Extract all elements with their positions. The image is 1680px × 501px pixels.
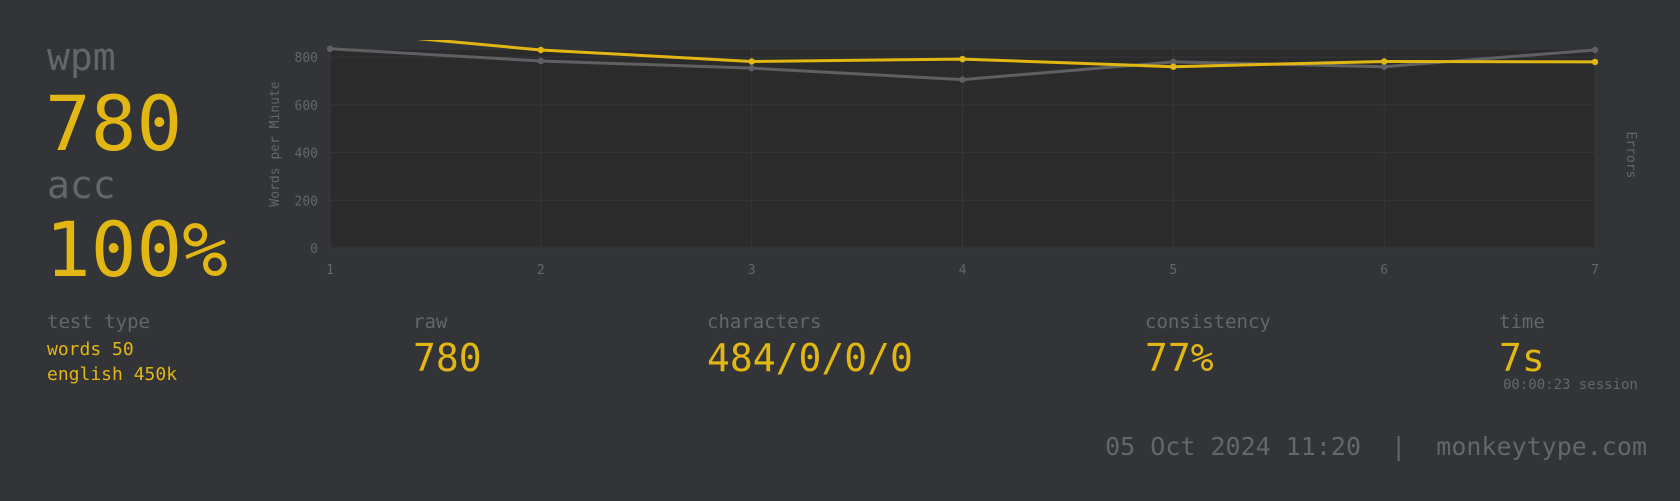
wpm-value: 780 — [45, 79, 183, 168]
raw-label: raw — [413, 311, 448, 333]
characters-value: 484/0/0/0 — [707, 336, 913, 380]
wpm-label: wpm — [47, 35, 116, 79]
wpm-point — [1170, 63, 1177, 70]
x-tick-label: 1 — [326, 263, 334, 278]
grid — [329, 50, 1596, 249]
test-type-language: english 450k — [47, 364, 178, 385]
y-tick-label: 200 — [295, 194, 318, 209]
accuracy-label: acc — [47, 163, 116, 207]
wpm-point — [959, 55, 966, 63]
raw-point — [326, 45, 334, 53]
wpm-point — [1591, 58, 1599, 66]
test-type-label: test type — [47, 311, 150, 333]
footer-datetime: 05 Oct 2024 11:20 — [1105, 432, 1361, 461]
raw-point — [1380, 63, 1388, 70]
y2-axis-label: Errors — [1623, 132, 1638, 179]
y-tick-label: 600 — [295, 99, 318, 114]
x-tick-label: 3 — [748, 263, 756, 278]
wpm-chart[interactable]: 0 200 400 600 800 1 2 3 4 5 6 7 Words per Minute E… — [255, 40, 1655, 290]
x-tick-label: 7 — [1591, 263, 1599, 278]
x-axis-ticks: 1 2 3 4 5 6 7 — [326, 263, 1599, 278]
test-type-mode: words 50 — [47, 339, 134, 360]
wpm-point — [1380, 58, 1388, 65]
wpm-point — [537, 46, 545, 54]
series-layer — [326, 40, 1599, 83]
footer: 05 Oct 2024 11:20 | monkeytype.com — [1105, 434, 1647, 459]
raw-value: 780 — [413, 336, 482, 380]
time-value: 7s — [1499, 336, 1545, 380]
raw-point — [537, 57, 545, 65]
y-tick-label: 400 — [295, 147, 318, 162]
raw-point — [1170, 58, 1177, 66]
accuracy-value: 100% — [45, 205, 229, 294]
x-tick-label: 4 — [959, 263, 967, 278]
footer-separator: | — [1391, 432, 1407, 461]
raw-point — [1591, 46, 1599, 54]
consistency-label: consistency — [1145, 311, 1271, 333]
y-tick-label: 800 — [295, 51, 318, 66]
x-tick-label: 2 — [537, 263, 545, 278]
wpm-point — [748, 58, 755, 65]
x-tick-label: 5 — [1169, 263, 1177, 278]
y-tick-label: 0 — [310, 242, 318, 257]
consistency-value: 77% — [1145, 336, 1214, 380]
y-axis-ticks: 0 200 400 600 800 — [295, 51, 318, 257]
session-time: 00:00:23 session — [1503, 377, 1638, 393]
characters-label: characters — [707, 311, 822, 333]
time-label: time — [1499, 311, 1545, 333]
raw-point — [959, 76, 966, 83]
raw-point — [748, 64, 755, 72]
y-axis-label: Words per Minute — [268, 81, 283, 206]
x-tick-label: 6 — [1380, 263, 1388, 278]
footer-site: monkeytype.com — [1436, 432, 1647, 461]
